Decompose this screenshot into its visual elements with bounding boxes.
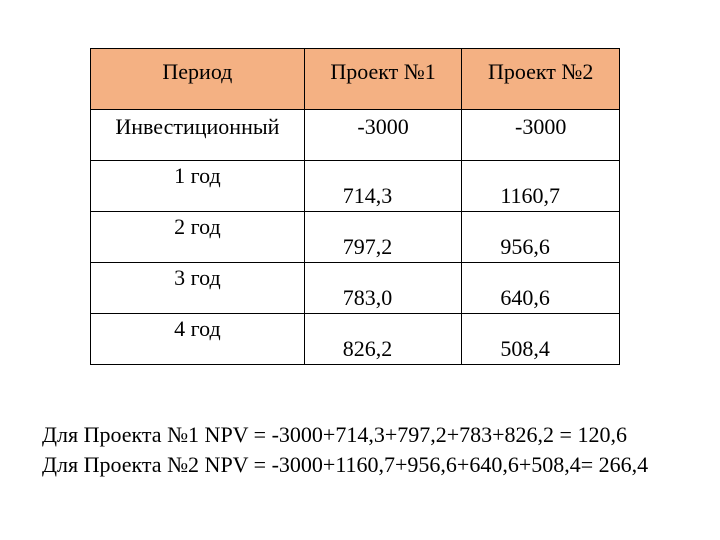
cell-p2: 1160,7 xyxy=(462,161,620,212)
table-row: Инвестиционный -3000 -3000 xyxy=(91,110,620,161)
cell-period: Инвестиционный xyxy=(91,110,305,161)
npv-note-line-1: Для Проекта №1 NPV = -3000+714,3+797,2+7… xyxy=(42,420,648,450)
cell-p2: -3000 xyxy=(462,110,620,161)
cell-p2: 640,6 xyxy=(462,263,620,314)
cell-p1: 797,2 xyxy=(304,212,462,263)
table-header-row: Период Проект №1 Проект №2 xyxy=(91,49,620,110)
table-row: 4 год 826,2 508,4 xyxy=(91,314,620,365)
cell-p1: 783,0 xyxy=(304,263,462,314)
header-period: Период xyxy=(91,49,305,110)
cell-period: 4 год xyxy=(91,314,305,365)
cell-p2: 956,6 xyxy=(462,212,620,263)
cell-period: 1 год xyxy=(91,161,305,212)
cell-p1: 714,3 xyxy=(304,161,462,212)
npv-note-line-2: Для Проекта №2 NPV = -3000+1160,7+956,6+… xyxy=(42,450,648,480)
cell-p2: 508,4 xyxy=(462,314,620,365)
header-project-2: Проект №2 xyxy=(462,49,620,110)
table-row: 3 год 783,0 640,6 xyxy=(91,263,620,314)
npv-table-container: Период Проект №1 Проект №2 Инвестиционны… xyxy=(90,48,620,365)
cell-period: 2 год xyxy=(91,212,305,263)
cell-p1: 826,2 xyxy=(304,314,462,365)
npv-table: Период Проект №1 Проект №2 Инвестиционны… xyxy=(90,48,620,365)
cell-p1: -3000 xyxy=(304,110,462,161)
npv-notes: Для Проекта №1 NPV = -3000+714,3+797,2+7… xyxy=(42,420,648,479)
cell-period: 3 год xyxy=(91,263,305,314)
table-row: 1 год 714,3 1160,7 xyxy=(91,161,620,212)
header-project-1: Проект №1 xyxy=(304,49,462,110)
table-row: 2 год 797,2 956,6 xyxy=(91,212,620,263)
